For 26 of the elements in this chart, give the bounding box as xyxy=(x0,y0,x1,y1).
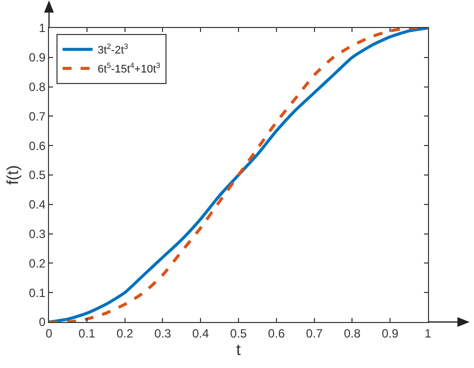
y-axis-title: f(t) xyxy=(4,165,22,185)
x-tick-label: 0.3 xyxy=(154,326,172,340)
x-tick-label: 0.1 xyxy=(78,326,96,340)
y-tick-label: 0.6 xyxy=(28,138,46,153)
x-tick-label: 0.9 xyxy=(382,326,399,340)
y-tick-label: 0.4 xyxy=(28,198,46,212)
y-tick-label: 0.7 xyxy=(28,109,46,124)
y-tick-label: 1 xyxy=(38,21,46,36)
x-tick-label: 0.2 xyxy=(116,326,134,340)
line-series xyxy=(49,28,428,322)
x-axis-title: t xyxy=(236,342,242,360)
y-tick-label: 0 xyxy=(38,315,46,330)
x-tick-label: 1 xyxy=(424,326,432,340)
x-tick-label: 0.8 xyxy=(344,326,361,340)
x-tick-label: 0.4 xyxy=(192,326,210,340)
legend-label: 3t$^{2}$-2t$^{3}$ xyxy=(98,42,128,57)
x-tick-label: 0.7 xyxy=(306,326,323,340)
y-tick-label: 0.2 xyxy=(28,256,46,270)
y-tick-label: 0.8 xyxy=(28,80,46,94)
y-tick-label: 0.5 xyxy=(28,168,46,182)
y-tick-label: 0.3 xyxy=(28,227,46,241)
x-tick-label: 0.6 xyxy=(268,326,286,340)
y-tick-label: 0.9 xyxy=(28,50,46,65)
x-tick-label: 0.5 xyxy=(230,326,248,340)
y-tick-label: 0.1 xyxy=(28,286,46,300)
legend-label: 6t$^{5}$-15t$^{4}$+10t$^{3}$ xyxy=(98,61,160,76)
